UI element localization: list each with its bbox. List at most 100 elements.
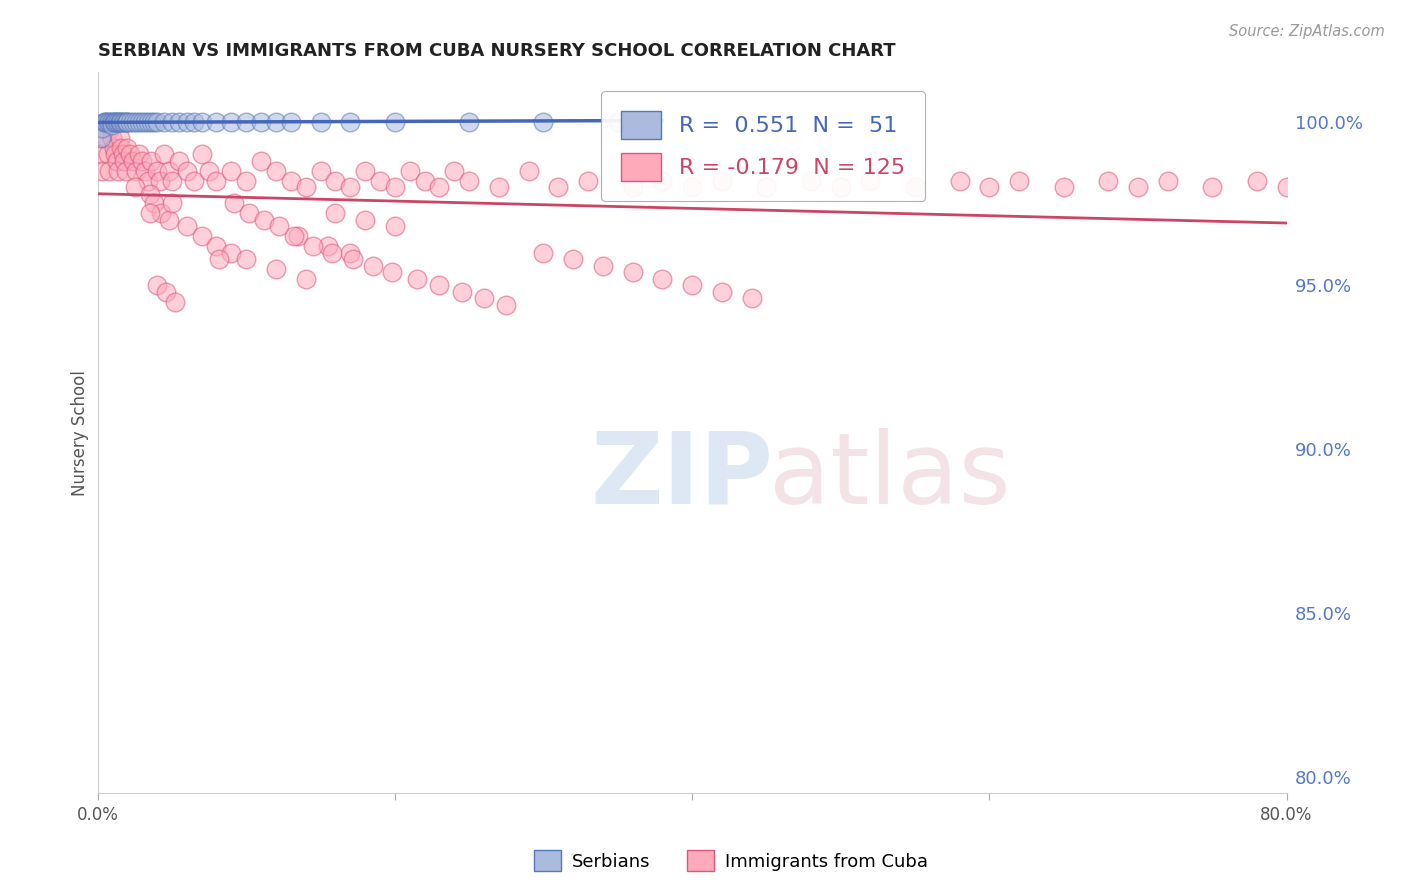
Point	[114, 163, 136, 178]
Point	[342, 252, 364, 267]
Point	[122, 114, 145, 128]
Point	[406, 272, 429, 286]
Point	[112, 114, 135, 128]
Legend: Serbians, Immigrants from Cuba: Serbians, Immigrants from Cuba	[527, 843, 935, 879]
Point	[517, 163, 540, 178]
Point	[131, 114, 153, 128]
Point	[176, 219, 198, 234]
Point	[90, 131, 112, 145]
Point	[128, 114, 150, 128]
Point	[94, 121, 117, 136]
Point	[143, 196, 166, 211]
Point	[224, 196, 246, 211]
Point	[136, 173, 159, 187]
Point	[325, 173, 347, 187]
Point	[205, 239, 228, 253]
Point	[91, 163, 114, 178]
Point	[533, 245, 555, 260]
Point	[124, 180, 146, 194]
Point	[190, 229, 212, 244]
Point	[160, 196, 183, 211]
Point	[150, 206, 173, 220]
Point	[131, 153, 153, 168]
Point	[267, 219, 290, 234]
Point	[294, 272, 316, 286]
Point	[110, 141, 132, 155]
Point	[651, 272, 673, 286]
Point	[576, 173, 599, 187]
Point	[472, 292, 495, 306]
Point	[122, 153, 145, 168]
Point	[128, 147, 150, 161]
Point	[169, 153, 191, 168]
Point	[755, 180, 778, 194]
Point	[253, 212, 276, 227]
Point	[741, 292, 763, 306]
Point	[169, 114, 191, 128]
Point	[146, 278, 169, 293]
Point	[651, 173, 673, 187]
Point	[450, 285, 472, 299]
Point	[105, 153, 128, 168]
Point	[339, 180, 361, 194]
Point	[710, 173, 733, 187]
Point	[316, 239, 339, 253]
Point	[547, 180, 569, 194]
Point	[114, 114, 136, 128]
Point	[235, 173, 257, 187]
Point	[325, 206, 347, 220]
Point	[621, 180, 644, 194]
Point	[859, 173, 882, 187]
Point	[458, 173, 481, 187]
Point	[93, 131, 115, 145]
Point	[103, 114, 125, 128]
Point	[134, 114, 156, 128]
Point	[1275, 180, 1298, 194]
Point	[100, 121, 122, 136]
Point	[606, 114, 628, 128]
Point	[283, 229, 305, 244]
Point	[176, 114, 198, 128]
Point	[250, 114, 273, 128]
Point	[1097, 173, 1119, 187]
Text: ZIP: ZIP	[591, 427, 773, 524]
Point	[98, 114, 121, 128]
Point	[235, 114, 257, 128]
Point	[107, 114, 129, 128]
Point	[136, 114, 159, 128]
Point	[160, 114, 183, 128]
Point	[160, 173, 183, 187]
Point	[100, 114, 122, 128]
Point	[90, 147, 112, 161]
Point	[155, 285, 177, 299]
Point	[710, 285, 733, 299]
Point	[384, 219, 406, 234]
Point	[592, 259, 614, 273]
Point	[1052, 180, 1074, 194]
Point	[112, 153, 135, 168]
Y-axis label: Nursery School: Nursery School	[72, 370, 89, 496]
Point	[101, 114, 124, 128]
Point	[339, 245, 361, 260]
Point	[139, 114, 162, 128]
Point	[221, 245, 243, 260]
Point	[153, 147, 176, 161]
Point	[381, 265, 404, 279]
Point	[948, 173, 970, 187]
Point	[384, 180, 406, 194]
Point	[108, 114, 131, 128]
Text: 0.0%: 0.0%	[77, 806, 118, 824]
Point	[1201, 180, 1223, 194]
Point	[117, 114, 139, 128]
Point	[93, 114, 115, 128]
Text: atlas: atlas	[769, 427, 1011, 524]
Point	[533, 114, 555, 128]
Point	[146, 163, 169, 178]
Point	[163, 294, 186, 309]
Point	[111, 147, 134, 161]
Point	[495, 298, 517, 312]
Point	[205, 173, 228, 187]
Point	[250, 153, 273, 168]
Point	[264, 262, 287, 277]
Point	[398, 163, 420, 178]
